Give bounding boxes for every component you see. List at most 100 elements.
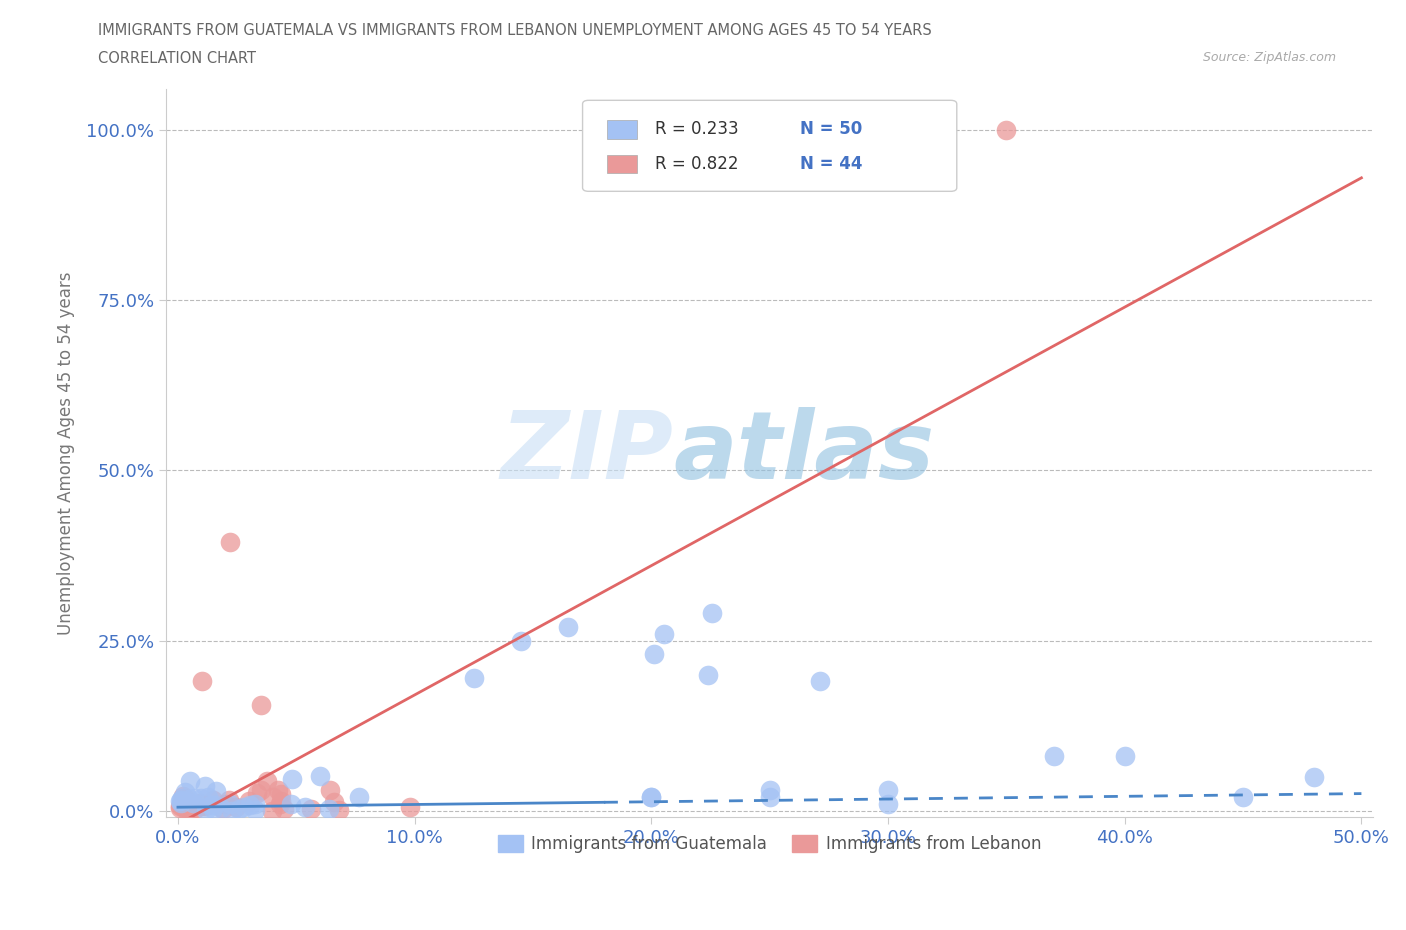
Text: Source: ZipAtlas.com: Source: ZipAtlas.com [1202,51,1336,64]
Point [249,783,271,798]
Point [219,535,242,550]
Point [246,785,269,800]
Point [202,802,225,817]
Point [652,626,675,641]
Point [758,783,780,798]
Point [280,771,302,786]
Point [221,804,243,818]
Text: N = 50: N = 50 [800,121,862,139]
Point [225,800,247,815]
Point [228,801,250,816]
Point [173,790,195,805]
Point [172,795,194,810]
Point [194,779,217,794]
Point [1303,769,1326,784]
Point [266,782,288,797]
Point [180,802,202,817]
Point [318,802,340,817]
FancyBboxPatch shape [582,100,956,192]
Point [170,790,193,805]
Point [219,797,242,812]
Point [204,784,226,799]
Point [1232,790,1254,804]
Point [299,801,322,816]
Point [209,801,232,816]
Point [170,799,193,814]
Point [177,798,200,813]
Point [243,796,266,811]
Point [280,797,302,812]
Point [256,773,278,788]
Point [243,803,266,817]
Point [177,800,200,815]
Point [249,698,271,712]
Text: atlas: atlas [673,407,935,499]
Point [188,795,211,810]
Point [169,801,191,816]
Point [174,803,197,817]
Point [238,794,260,809]
Point [239,798,262,813]
Legend: Immigrants from Guatemala, Immigrants from Lebanon: Immigrants from Guatemala, Immigrants fr… [492,829,1047,860]
Text: R = 0.822: R = 0.822 [655,154,738,173]
Bar [607,154,637,173]
Point [181,795,204,810]
Point [273,801,295,816]
Point [328,803,350,817]
Point [700,605,723,620]
Point [173,784,195,799]
Point [194,798,217,813]
Point [200,798,222,813]
Point [169,794,191,809]
Point [877,783,900,798]
Point [640,790,662,804]
Bar [607,120,637,139]
Point [1114,749,1136,764]
Point [190,798,212,813]
Point [697,667,720,682]
Point [294,800,316,815]
Point [557,619,579,634]
Text: IMMIGRANTS FROM GUATEMALA VS IMMIGRANTS FROM LEBANON UNEMPLOYMENT AMONG AGES 45 : IMMIGRANTS FROM GUATEMALA VS IMMIGRANTS … [98,23,932,38]
Point [877,796,900,811]
Text: CORRELATION CHART: CORRELATION CHART [98,51,256,66]
Point [183,803,205,817]
Point [202,793,225,808]
Point [262,790,284,804]
Point [218,792,240,807]
Point [1042,749,1064,764]
Point [808,674,831,689]
Point [180,803,202,817]
Point [195,803,218,817]
Point [640,790,662,804]
Point [190,674,212,689]
Point [172,789,194,804]
Point [347,790,370,804]
Point [176,791,198,806]
Y-axis label: Unemployment Among Ages 45 to 54 years: Unemployment Among Ages 45 to 54 years [58,272,75,635]
Point [179,803,201,817]
Point [995,123,1018,138]
Point [510,633,533,648]
Point [170,793,193,808]
Point [323,795,346,810]
Point [200,798,222,813]
Point [232,800,254,815]
Point [197,790,219,804]
Point [269,797,291,812]
Point [260,804,283,818]
Point [194,798,217,813]
Point [309,769,332,784]
Point [643,646,665,661]
Point [319,783,342,798]
Point [214,796,236,811]
Point [398,800,420,815]
Point [169,798,191,813]
Point [183,791,205,806]
Text: R = 0.233: R = 0.233 [655,121,738,139]
Point [170,795,193,810]
Point [211,802,233,817]
Point [463,671,485,685]
Point [758,790,780,804]
Point [193,797,215,812]
